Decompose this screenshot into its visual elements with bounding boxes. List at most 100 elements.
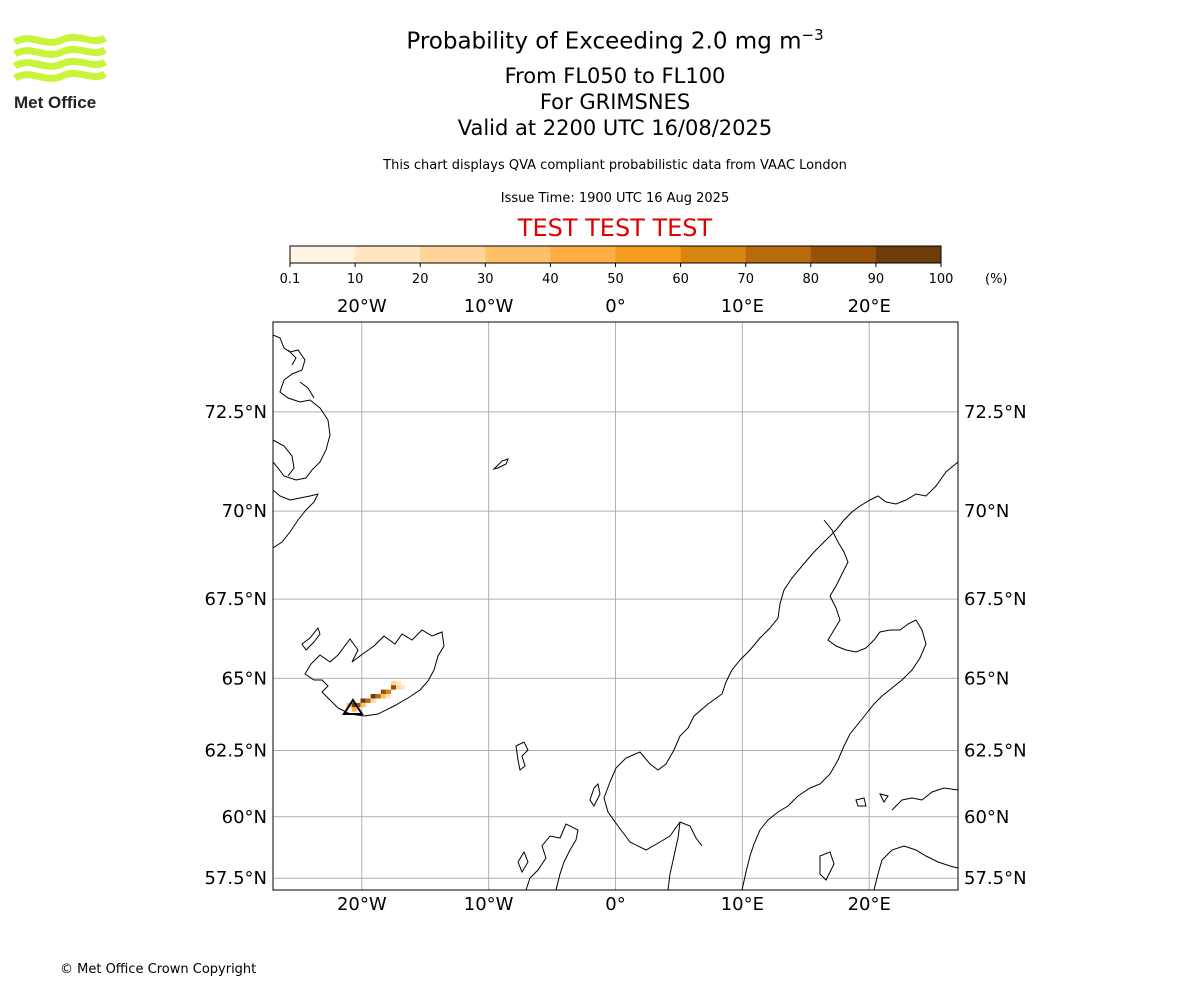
map-frame [272,321,959,891]
colorbar-swatch [290,246,356,263]
issue-time: Issue Time: 1900 UTC 16 Aug 2025 [500,191,730,206]
shetland-coast [589,782,601,807]
colorbar-tick-label: 20 [412,272,429,287]
colorbar-tick-label: 100 [929,272,954,287]
lat-tick-label-right: 65°N [964,668,1009,689]
lat-tick-label-right: 72.5°N [964,402,1027,423]
colorbar-swatch [485,246,551,263]
lon-tick-label-top: 20°E [848,296,891,317]
colorbar-swatch [615,246,682,263]
plume-cell [380,689,386,695]
greenland-coast [273,489,319,549]
lat-tick-label-left: 67.5°N [204,589,267,610]
colorbar-swatch [680,246,747,263]
plume-cell [390,680,397,686]
level-range: From FL050 to FL100 [504,64,726,88]
volcano-triangle-icon [342,698,364,715]
lon-tick-label-bottom: 10°E [721,894,764,915]
lat-tick-label-right: 67.5°N [964,589,1027,610]
chart-title: Probability of Exceeding 2.0 mg m−3 [406,26,824,55]
plume-cell [370,694,376,699]
valid-time: Valid at 2200 UTC 16/08/2025 [457,116,773,140]
plume-cell [351,707,357,712]
lat-tick-label-right: 70°N [964,501,1009,522]
title-exponent: −3 [801,26,824,44]
lon-tick-label-top: 20°W [337,296,387,317]
plume-cell [380,694,386,699]
plume-cell [385,689,391,695]
colorbar-swatch [550,246,616,263]
colorbar-unit-label: (%) [985,272,1008,287]
greenland-coast [273,439,295,477]
faroe-coast [515,741,529,771]
lon-tick-label-bottom: 20°W [337,894,387,915]
finland-coast [891,787,958,811]
greenland-coast [273,334,331,481]
lon-tick-label-top: 10°W [464,296,514,317]
plume-cell [360,698,366,703]
lon-tick-label-bottom: 0° [605,894,625,915]
plume-cell [360,702,366,708]
ash-probability-plume [346,680,405,712]
lat-tick-label-left: 70°N [222,501,267,522]
scandinavia-coast [603,461,958,851]
colorbar-swatch [875,246,942,263]
copyright-notice: © Met Office Crown Copyright [60,962,257,977]
lon-tick-label-bottom: 10°W [464,894,514,915]
lat-tick-label-right: 62.5°N [964,740,1027,761]
lat-tick-label-right: 60°N [964,807,1009,828]
logo-wave-stroke [13,33,107,46]
plume-cell [399,685,405,690]
map-panel: 20°W 20°W 10°W 10°W 0° 0° 10°E 10°E 20°E 20°E 72.5… [204,296,1027,915]
plume-cell [396,680,402,686]
met-office-waves-icon: Met Office [13,33,107,112]
sweden-coast [741,519,927,890]
lat-tick-label-right: 57.5°N [964,868,1027,889]
baltic-coast [873,845,958,890]
coastlines [273,334,958,890]
colorbar-swatch [810,246,877,263]
colorbar-swatch [355,246,421,263]
lon-tick-label-bottom: 20°E [848,894,891,915]
colorbar-tick-label: 80 [803,272,820,287]
plume-cell [370,698,376,703]
scotland-coast [525,823,579,890]
logo-wave-stroke [13,45,107,58]
scotland-coast [517,850,529,874]
colorbar-tick-label: 10 [347,272,364,287]
logo-wave-stroke [13,69,107,82]
plume-cell [390,685,397,690]
plume-cell [385,694,391,699]
lat-tick-label-left: 62.5°N [204,740,267,761]
colorbar-swatch [745,246,812,263]
colorbar-tick-label: 50 [607,272,624,287]
colorbar-tick-label: 60 [672,272,689,287]
plume-cell [356,702,362,708]
island-coast [879,793,889,803]
lat-tick-label-left: 60°N [222,807,267,828]
logo-wave-stroke [13,57,107,70]
greenland-coast [287,349,297,366]
lon-tick-label-top: 0° [605,296,625,317]
map-gridlines [273,322,958,890]
lat-tick-label-left: 72.5°N [204,402,267,423]
probability-colorbar: 0.1 10 20 30 40 50 60 70 80 90 100 (%) [280,245,1008,287]
logo-wordmark: Met Office [14,93,96,112]
colorbar-tick-label: 70 [737,272,754,287]
met-office-logo: Met Office [12,28,112,112]
chart-caption: This chart displays QVA compliant probab… [383,158,847,173]
colorbar-swatch [420,246,486,263]
plume-cell [351,702,357,708]
island-coast [819,851,835,881]
lat-tick-label-left: 57.5°N [204,868,267,889]
plume-cell [365,698,371,703]
scandinavia-coast [667,821,681,890]
colorbar-tick-label: 40 [542,272,559,287]
colorbar-tick-label: 30 [477,272,494,287]
lat-tick-label-left: 65°N [222,668,267,689]
jan-mayen-coast [492,458,509,470]
iceland-coast [301,626,321,651]
greenland-coast [299,381,315,399]
test-banner: TEST TEST TEST [517,214,713,242]
iceland-coast [304,629,445,717]
